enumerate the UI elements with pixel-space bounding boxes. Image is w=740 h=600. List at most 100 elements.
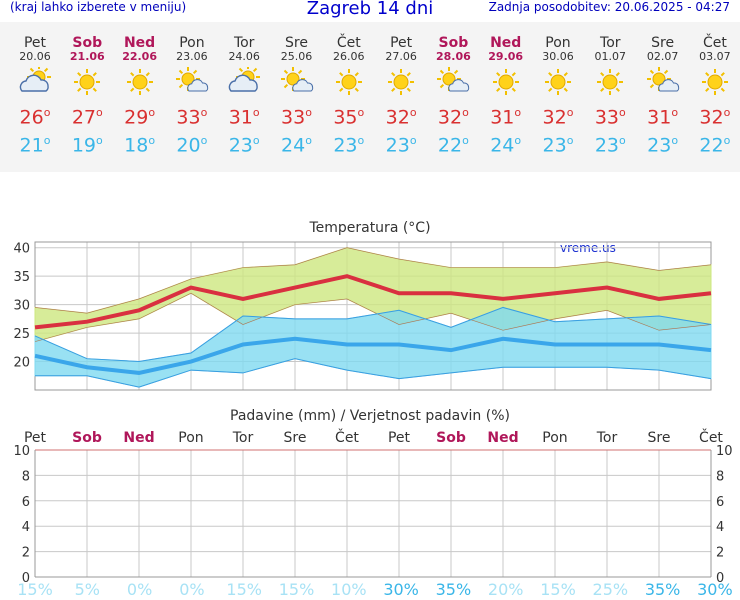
temperature-chart-title: Temperatura (°C): [308, 220, 430, 236]
min-temp: 24o: [490, 134, 522, 157]
partly-cloudy-icon: [218, 63, 270, 101]
max-temp: 32o: [542, 106, 574, 129]
day-name: Pon: [545, 35, 571, 51]
max-temp: 32o: [699, 106, 731, 129]
day-date: 22.06: [122, 50, 157, 63]
day-column: Pet 27.06 32o 23o: [375, 22, 427, 158]
day-column: Sob 21.06 27o 19o: [61, 22, 113, 158]
min-band-edge: [35, 358, 712, 388]
sunny-icon: [114, 63, 166, 101]
day-date: 26.06: [333, 50, 365, 63]
x-tick-label: Tor: [596, 430, 618, 446]
max-temp: 29o: [124, 106, 156, 129]
day-name: Čet: [336, 35, 361, 51]
day-column: Ned 22.06 29o 18o: [114, 22, 166, 158]
x-tick-label: Sre: [284, 430, 307, 446]
max-temp: 27o: [71, 106, 103, 129]
precip-probability: 20%: [487, 580, 524, 599]
precip-probability: 15%: [226, 580, 262, 599]
min-temp: 18o: [124, 134, 156, 157]
y-tick-label-left: 8: [22, 469, 30, 484]
sunny-icon: [689, 63, 740, 101]
x-tick-label: Pet: [24, 430, 47, 446]
precipitation-chart-title: Padavine (mm) / Verjetnost padavin (%): [230, 408, 510, 424]
day-name: Ned: [490, 35, 522, 51]
page-title: Zagreb 14 dni: [306, 0, 434, 19]
day-date: 03.07: [699, 50, 731, 63]
y-tick-label-left: 2: [22, 546, 30, 561]
min-temp: 23o: [594, 134, 626, 157]
sunny-icon: [61, 63, 113, 101]
day-date: 27.06: [385, 50, 417, 63]
min-temp: 23o: [385, 134, 417, 157]
precip-probability: 25%: [592, 580, 629, 599]
day-column: Tor 01.07 33o 23o: [584, 22, 636, 158]
sun-cloud-icon: [637, 63, 689, 101]
day-date: 02.07: [646, 50, 679, 63]
day-name: Ned: [123, 35, 156, 51]
min-temp: 23o: [647, 134, 679, 157]
precip-probability: 35%: [644, 580, 681, 599]
precip-probability: 0%: [179, 580, 205, 599]
max-temp: 33o: [176, 106, 208, 129]
x-tick-label: Čet: [335, 428, 359, 446]
max-temp: 31o: [228, 106, 260, 129]
precip-probability: 15%: [17, 580, 53, 599]
max-temp: 31o: [647, 106, 679, 129]
max-temp: 35o: [333, 106, 365, 129]
x-tick-label: Pon: [178, 430, 203, 446]
x-tick-label: Pon: [542, 430, 567, 446]
day-date: 21.06: [69, 50, 105, 63]
day-name: Sob: [438, 35, 469, 51]
precipitation-chart: Padavine (mm) / Verjetnost padavin (%) Pe…: [13, 408, 733, 582]
daily-forecast-strip: Pet 20.06 26o 21o Sob 21.06 27o 19o Ned …: [0, 22, 740, 172]
day-date: 30.06: [542, 50, 574, 63]
max-temp-line: [34, 274, 712, 330]
last-updated: Zadnja posodobitev: 20.06.2025 - 04:27: [488, 0, 730, 14]
x-tick-label: Sre: [648, 430, 671, 446]
y-tick-label: 20: [13, 356, 30, 371]
day-column: Sob 28.06 32o 22o: [427, 22, 479, 158]
day-name: Pon: [179, 35, 205, 51]
min-temp: 19o: [71, 134, 103, 157]
y-tick-label-left: 10: [13, 444, 30, 459]
day-date: 29.06: [488, 50, 524, 63]
sunny-icon: [532, 63, 584, 101]
sunny-icon: [480, 63, 532, 101]
precip-probability: 10%: [331, 580, 367, 599]
day-column: Pet 20.06 26o 21o: [9, 22, 61, 158]
day-name: Sre: [285, 35, 308, 51]
max-temp: 31o: [490, 106, 522, 129]
min-temp: 24o: [281, 134, 312, 157]
day-column: Čet 03.07 32o 22o: [689, 22, 740, 158]
day-column: Pon 30.06 32o 23o: [532, 22, 584, 158]
min-band-edge: [34, 306, 712, 363]
y-tick-label-left: 0: [22, 571, 30, 582]
day-name: Čet: [702, 35, 727, 51]
sunny-icon: [323, 63, 375, 101]
day-name: Sob: [72, 35, 103, 51]
precip-probability: 5%: [74, 580, 100, 599]
y-tick-label-right: 10: [716, 444, 733, 459]
day-column: Sre 02.07 31o 23o: [637, 22, 689, 158]
day-column: Pon 23.06 33o 20o: [166, 22, 218, 158]
x-tick-label: Pet: [388, 430, 411, 446]
y-tick-label: 40: [13, 242, 30, 257]
max-temp: 33o: [594, 106, 626, 129]
min-temp-line: [34, 336, 712, 375]
max-temp: 33o: [281, 106, 312, 129]
y-tick-label: 30: [13, 299, 30, 314]
day-date: 25.06: [280, 50, 313, 63]
sun-cloud-icon: [271, 63, 323, 101]
x-tick-label: Čet: [699, 428, 723, 446]
day-date: 28.06: [435, 50, 471, 63]
min-temp: 20o: [176, 134, 208, 157]
day-column: Čet 26.06 35o 23o: [323, 22, 375, 158]
min-temp: 23o: [542, 134, 574, 157]
sun-cloud-icon: [427, 63, 479, 101]
location-hint: (kraj lahko izberete v meniju): [10, 0, 187, 14]
min-temp: 23o: [228, 134, 260, 157]
y-tick-label: 35: [13, 270, 30, 285]
partly-cloudy-icon: [9, 63, 61, 101]
